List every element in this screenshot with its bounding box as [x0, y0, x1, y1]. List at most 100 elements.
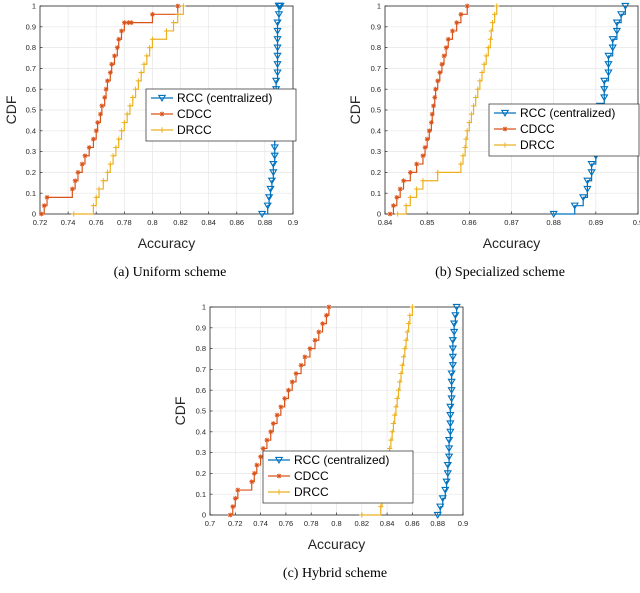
- data-point: [387, 445, 393, 452]
- x-tick-label: 0.85: [420, 218, 435, 227]
- data-point: [397, 379, 403, 385]
- figure-caption: (b) Specialized scheme: [435, 265, 565, 280]
- data-point: [600, 94, 609, 102]
- data-point: [460, 153, 466, 159]
- data-point: [114, 45, 120, 50]
- data-point: [388, 437, 394, 443]
- data-point: [447, 387, 456, 395]
- data-point: [232, 495, 238, 501]
- y-tick-label: 0.2: [371, 168, 381, 177]
- x-tick-label: 0.78: [304, 519, 319, 528]
- data-point: [409, 304, 415, 310]
- data-point: [441, 486, 450, 495]
- data-point: [449, 320, 459, 328]
- data-point: [107, 70, 113, 75]
- data-point: [444, 437, 454, 445]
- data-point: [105, 78, 110, 84]
- data-point: [293, 371, 299, 376]
- data-point: [286, 387, 291, 393]
- data-point: [395, 211, 401, 217]
- data-point: [583, 185, 592, 194]
- data-point: [583, 177, 592, 185]
- y-tick-label: 0.5: [371, 106, 381, 115]
- data-point: [316, 329, 322, 335]
- data-point: [608, 44, 617, 52]
- series-drcc: [71, 3, 186, 217]
- data-point: [302, 354, 308, 360]
- data-point: [464, 128, 470, 134]
- x-axis-label: Accuracy: [483, 235, 541, 251]
- series-cdcc: [387, 3, 470, 217]
- data-point: [462, 144, 468, 151]
- data-point: [91, 136, 96, 142]
- data-point: [75, 170, 81, 175]
- y-tick-label: 0.6: [196, 386, 206, 395]
- x-tick-label: 0.86: [405, 519, 420, 528]
- data-point: [470, 103, 477, 109]
- y-tick-label: 0.3: [371, 147, 381, 156]
- data-point: [110, 153, 116, 159]
- legend: RCC (centralized) CDCC DRCC: [488, 103, 640, 157]
- data-point: [587, 160, 596, 169]
- data-point: [112, 53, 117, 59]
- data-point: [180, 3, 186, 9]
- legend-marker: [159, 111, 165, 117]
- data-point: [437, 70, 443, 75]
- data-point: [273, 44, 282, 52]
- data-point: [126, 20, 131, 26]
- legend-entry: RCC (centralized): [520, 106, 615, 120]
- data-point: [124, 111, 130, 117]
- data-point: [251, 471, 257, 476]
- data-point: [150, 11, 155, 17]
- data-point: [403, 203, 409, 209]
- data-point: [227, 512, 233, 518]
- figure-caption: (a) Uniform scheme: [114, 265, 227, 280]
- data-point: [604, 69, 613, 77]
- data-point: [570, 202, 579, 210]
- data-point: [458, 11, 464, 17]
- data-point: [426, 128, 432, 134]
- data-point: [230, 504, 236, 510]
- data-point: [436, 503, 445, 511]
- x-axis-label: Accuracy: [138, 235, 196, 251]
- x-tick-label: 0.72: [228, 519, 243, 528]
- y-axis-label: CDF: [3, 96, 19, 125]
- data-point: [271, 77, 281, 85]
- data-point: [443, 461, 452, 470]
- data-point: [378, 504, 384, 510]
- y-tick-label: 0.5: [196, 407, 206, 416]
- y-tick-label: 0: [377, 210, 381, 219]
- figure-caption: (c) Hybrid scheme: [283, 566, 387, 581]
- y-tick-label: 0.4: [371, 126, 381, 135]
- data-point: [458, 161, 464, 167]
- data-point: [492, 11, 498, 17]
- data-point: [448, 345, 458, 353]
- data-point: [395, 387, 402, 393]
- x-tick-label: 0.84: [201, 218, 216, 227]
- data-point: [432, 95, 438, 100]
- data-point: [446, 420, 455, 428]
- data-point: [82, 153, 88, 159]
- x-tick-label: 0.74: [61, 218, 76, 227]
- data-point: [616, 11, 626, 19]
- data-point: [447, 395, 456, 403]
- data-point: [274, 412, 280, 418]
- data-point: [109, 61, 115, 67]
- data-point: [438, 495, 447, 503]
- data-point: [390, 420, 397, 427]
- data-point: [235, 487, 241, 493]
- x-tick-label: 0.89: [589, 218, 604, 227]
- data-point: [447, 370, 456, 378]
- data-point: [147, 45, 153, 51]
- data-point: [121, 119, 127, 126]
- y-tick-label: 0.5: [26, 106, 36, 115]
- data-point: [175, 3, 181, 9]
- data-point: [387, 211, 393, 217]
- data-point: [135, 78, 141, 84]
- data-point: [435, 169, 441, 175]
- data-point: [289, 379, 295, 385]
- series-cdcc: [39, 3, 181, 217]
- data-point: [393, 404, 399, 410]
- x-tick-label: 0.87: [504, 218, 519, 227]
